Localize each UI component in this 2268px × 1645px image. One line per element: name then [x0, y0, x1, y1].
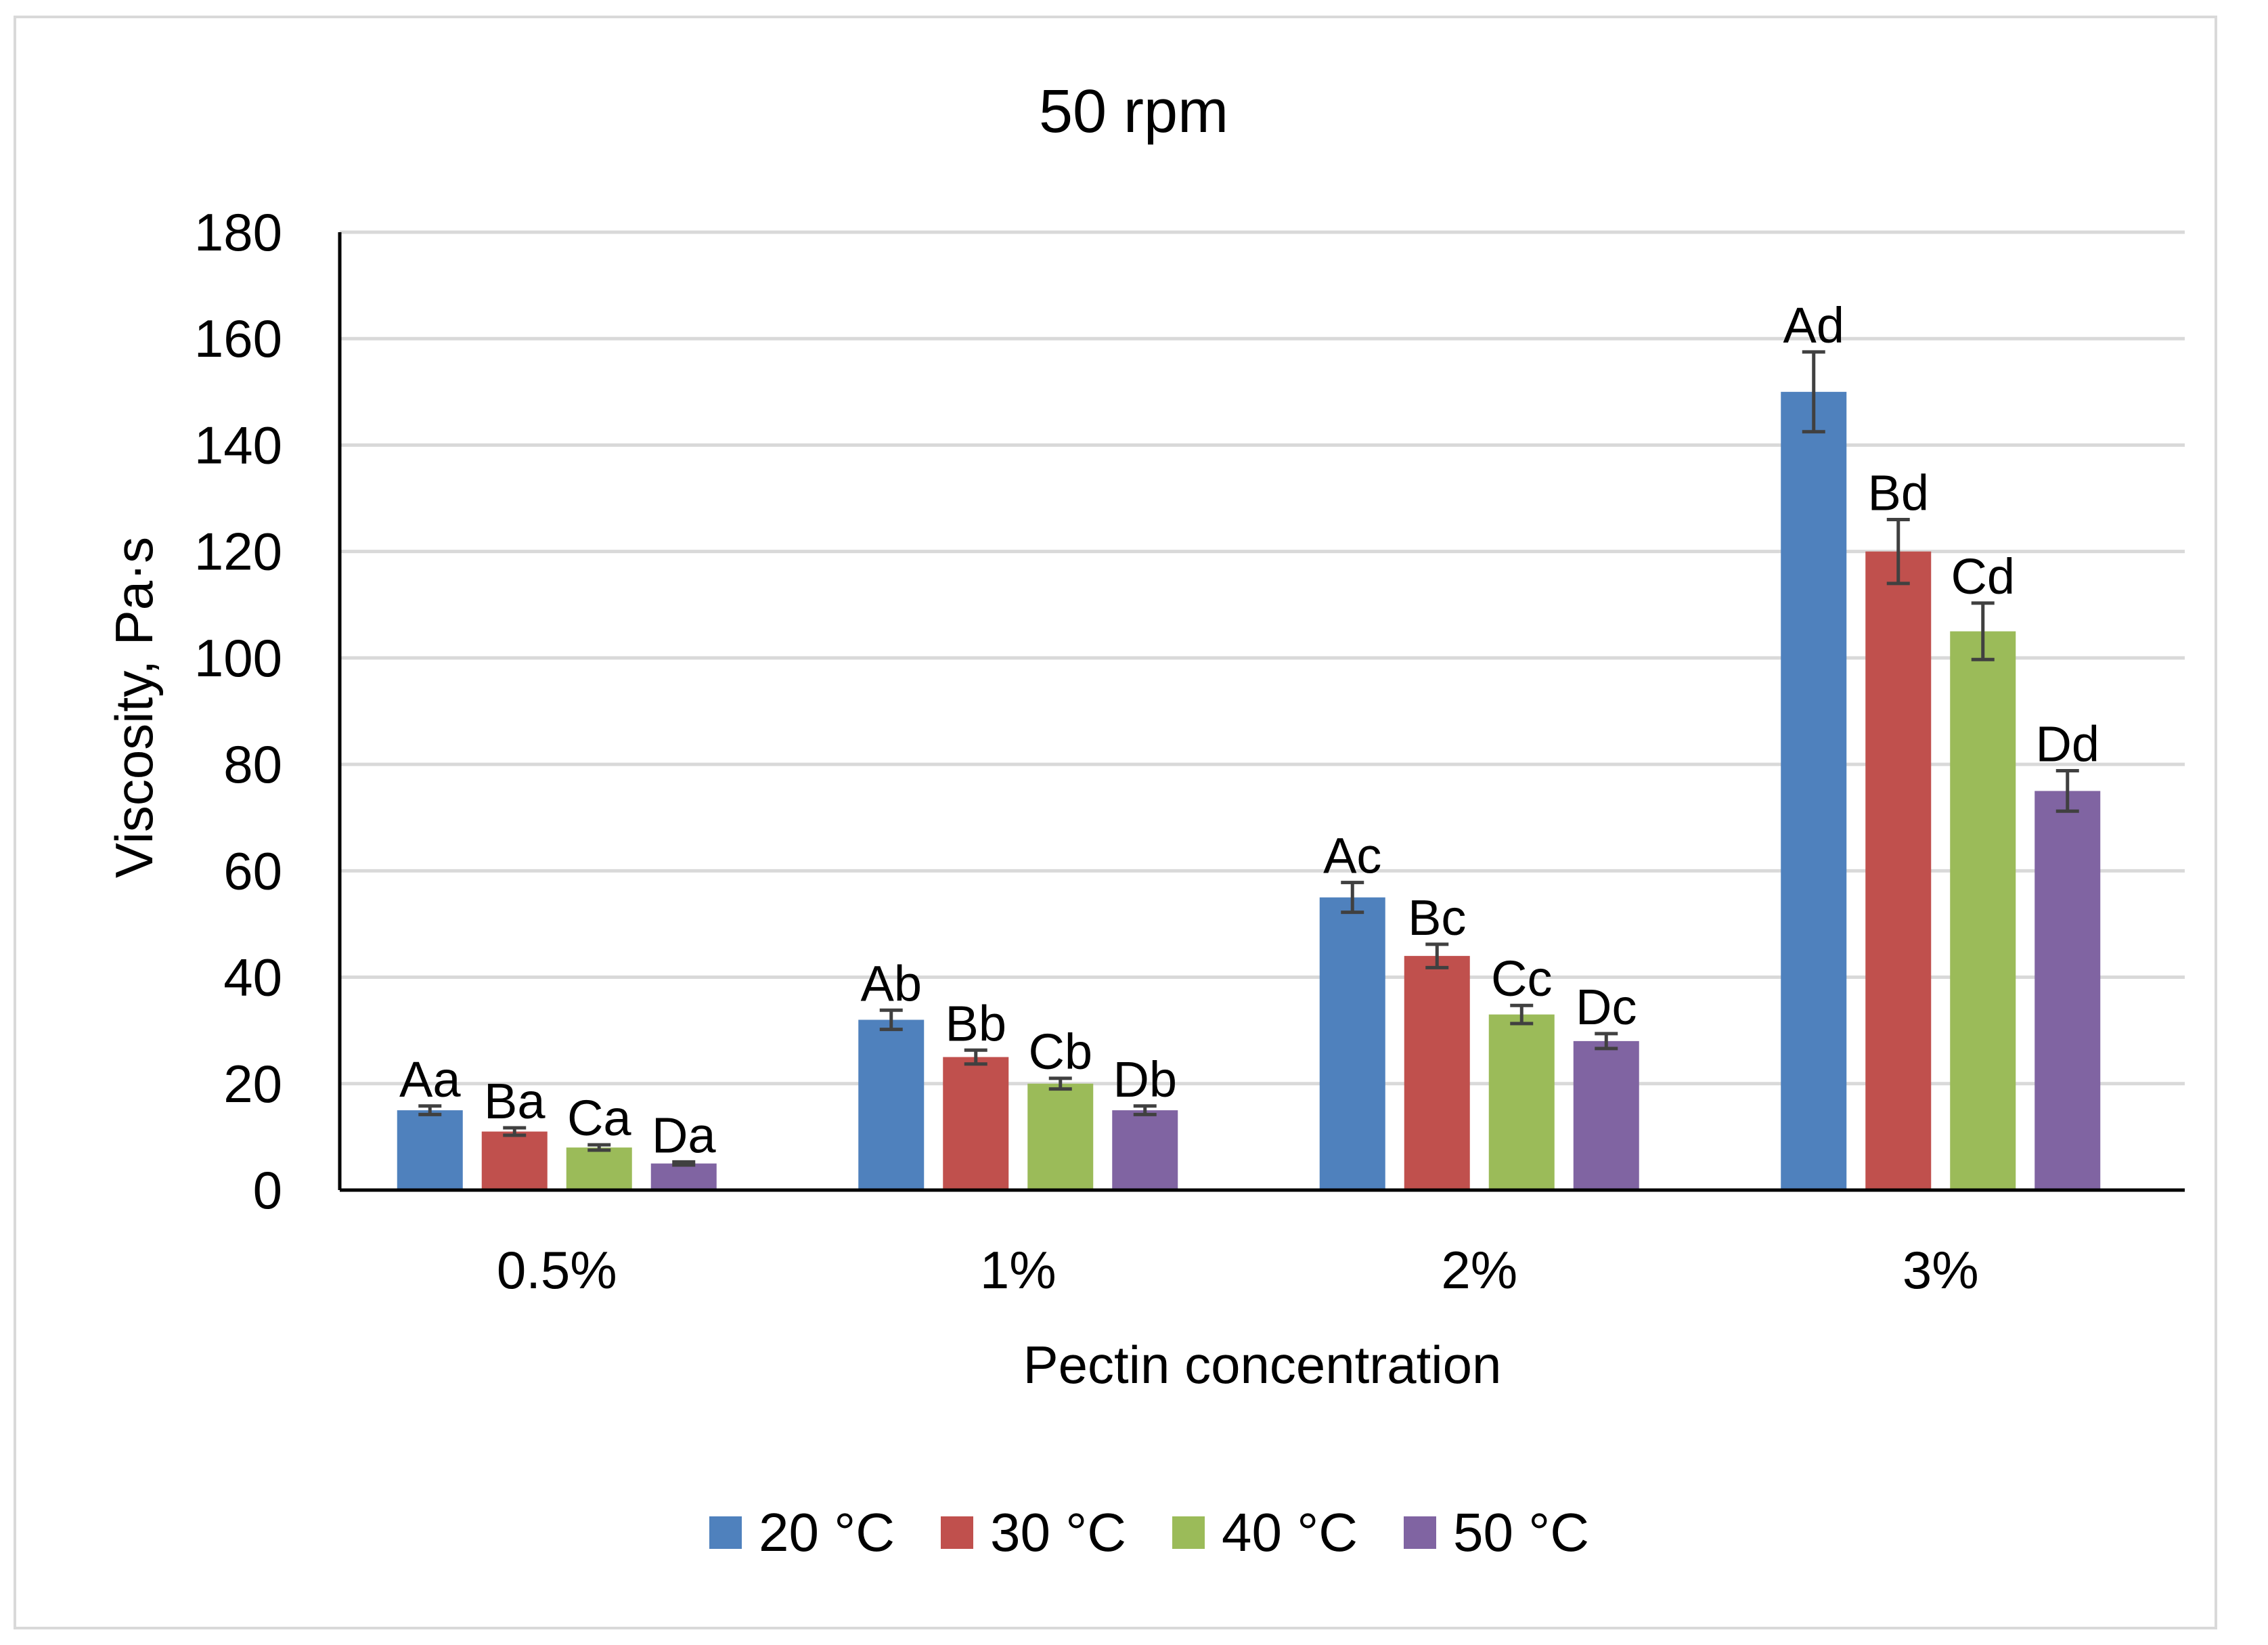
- data-label: Dd: [2035, 716, 2099, 772]
- error-bar: [672, 1160, 696, 1167]
- data-label: Cd: [1951, 548, 2015, 605]
- data-label: Ca: [567, 1090, 631, 1146]
- error-bar: [1802, 350, 1825, 434]
- x-axis-label: Pectin concentration: [1023, 1335, 1502, 1395]
- bar-2-1: [481, 1131, 548, 1190]
- bar-3-4: [1950, 631, 2016, 1190]
- bar-2-3: [1404, 956, 1470, 1190]
- error-bar: [1886, 518, 1910, 586]
- error-bar: [1595, 1032, 1618, 1051]
- bar-3-3: [1488, 1014, 1555, 1190]
- error-bar: [964, 1048, 987, 1066]
- data-label: Ab: [860, 955, 922, 1011]
- legend-label: 20 °C: [759, 1502, 895, 1562]
- error-bar: [1048, 1076, 1072, 1091]
- bar-3-1: [566, 1147, 632, 1190]
- legend-label: 50 °C: [1453, 1502, 1589, 1562]
- data-label: Bc: [1408, 890, 1466, 946]
- legend-swatch: [941, 1516, 973, 1549]
- error-bar: [1510, 1003, 1534, 1026]
- y-tick-label: 20: [223, 1054, 282, 1114]
- y-tick-label: 80: [223, 734, 282, 794]
- x-tick-label: 3%: [1903, 1240, 1979, 1300]
- axis-layer: 0 20 40 60 80 100 120 140 160 180 0.5% 1% 2% 3%: [194, 202, 2185, 1300]
- legend-item: 50 °C: [1404, 1502, 1589, 1562]
- y-tick-label: 160: [194, 309, 282, 368]
- error-bar: [587, 1143, 611, 1152]
- y-tick-label: 60: [223, 841, 282, 900]
- data-label: Bd: [1867, 465, 1929, 521]
- y-tick-label: 0: [253, 1160, 282, 1220]
- bar-3-2: [1027, 1083, 1094, 1190]
- data-label: Aa: [399, 1051, 461, 1107]
- legend-swatch: [709, 1516, 742, 1549]
- bar-1-4: [1781, 391, 1847, 1191]
- y-axis-label: Viscosity, Pa·s: [104, 537, 164, 878]
- data-label: Cc: [1491, 950, 1552, 1007]
- legend-item: 30 °C: [941, 1502, 1126, 1562]
- legend-item: 20 °C: [709, 1502, 895, 1562]
- y-tick-label: 140: [194, 415, 282, 475]
- data-label: Ac: [1323, 828, 1381, 884]
- chart-frame: [14, 16, 2217, 1629]
- error-bar: [1133, 1104, 1157, 1116]
- data-label: Db: [1113, 1051, 1177, 1107]
- y-tick-label: 40: [223, 948, 282, 1007]
- bars-layer: Aa Ba Ca Da Ab Bb Cb Db Ac Bc Cc Dc Ad Bd Cd Dd: [397, 297, 2101, 1191]
- y-tick-label: 180: [194, 202, 282, 262]
- data-label: Cb: [1028, 1024, 1092, 1080]
- error-bar: [1341, 881, 1364, 915]
- error-bar: [418, 1104, 442, 1116]
- chart-title: 50 rpm: [1039, 78, 1228, 146]
- data-label: Ba: [484, 1073, 546, 1129]
- legend-swatch: [1172, 1516, 1205, 1549]
- y-tick-label: 100: [194, 628, 282, 688]
- bar-2-4: [1865, 551, 1932, 1190]
- bar-2-2: [943, 1057, 1009, 1190]
- legend-label: 40 °C: [1222, 1502, 1358, 1562]
- bar-1-3: [1319, 897, 1385, 1190]
- bar-4-1: [650, 1163, 717, 1190]
- legend-label: 30 °C: [990, 1502, 1126, 1562]
- bar-1-1: [397, 1110, 463, 1190]
- bar-4-3: [1573, 1040, 1639, 1190]
- bar-4-4: [2034, 791, 2101, 1190]
- data-label: Dc: [1576, 979, 1637, 1035]
- data-label: Ad: [1783, 297, 1844, 353]
- x-tick-label: 1%: [980, 1240, 1057, 1300]
- error-bar: [1425, 942, 1449, 969]
- bar-4-2: [1112, 1110, 1178, 1190]
- data-label: Da: [652, 1107, 716, 1163]
- legend-swatch: [1404, 1516, 1436, 1549]
- error-bar: [503, 1126, 527, 1137]
- legend: 20 °C 30 °C 40 °C 50 °C: [709, 1502, 1589, 1562]
- error-bar: [2055, 769, 2079, 813]
- bar-1-2: [858, 1019, 925, 1190]
- y-tick-label: 120: [194, 522, 282, 582]
- data-label: Bb: [945, 995, 1006, 1051]
- error-bar: [879, 1008, 903, 1032]
- x-tick-label: 2%: [1441, 1240, 1517, 1300]
- error-bar: [1971, 601, 1995, 661]
- legend-item: 40 °C: [1172, 1502, 1358, 1562]
- x-tick-label: 0.5%: [497, 1240, 617, 1300]
